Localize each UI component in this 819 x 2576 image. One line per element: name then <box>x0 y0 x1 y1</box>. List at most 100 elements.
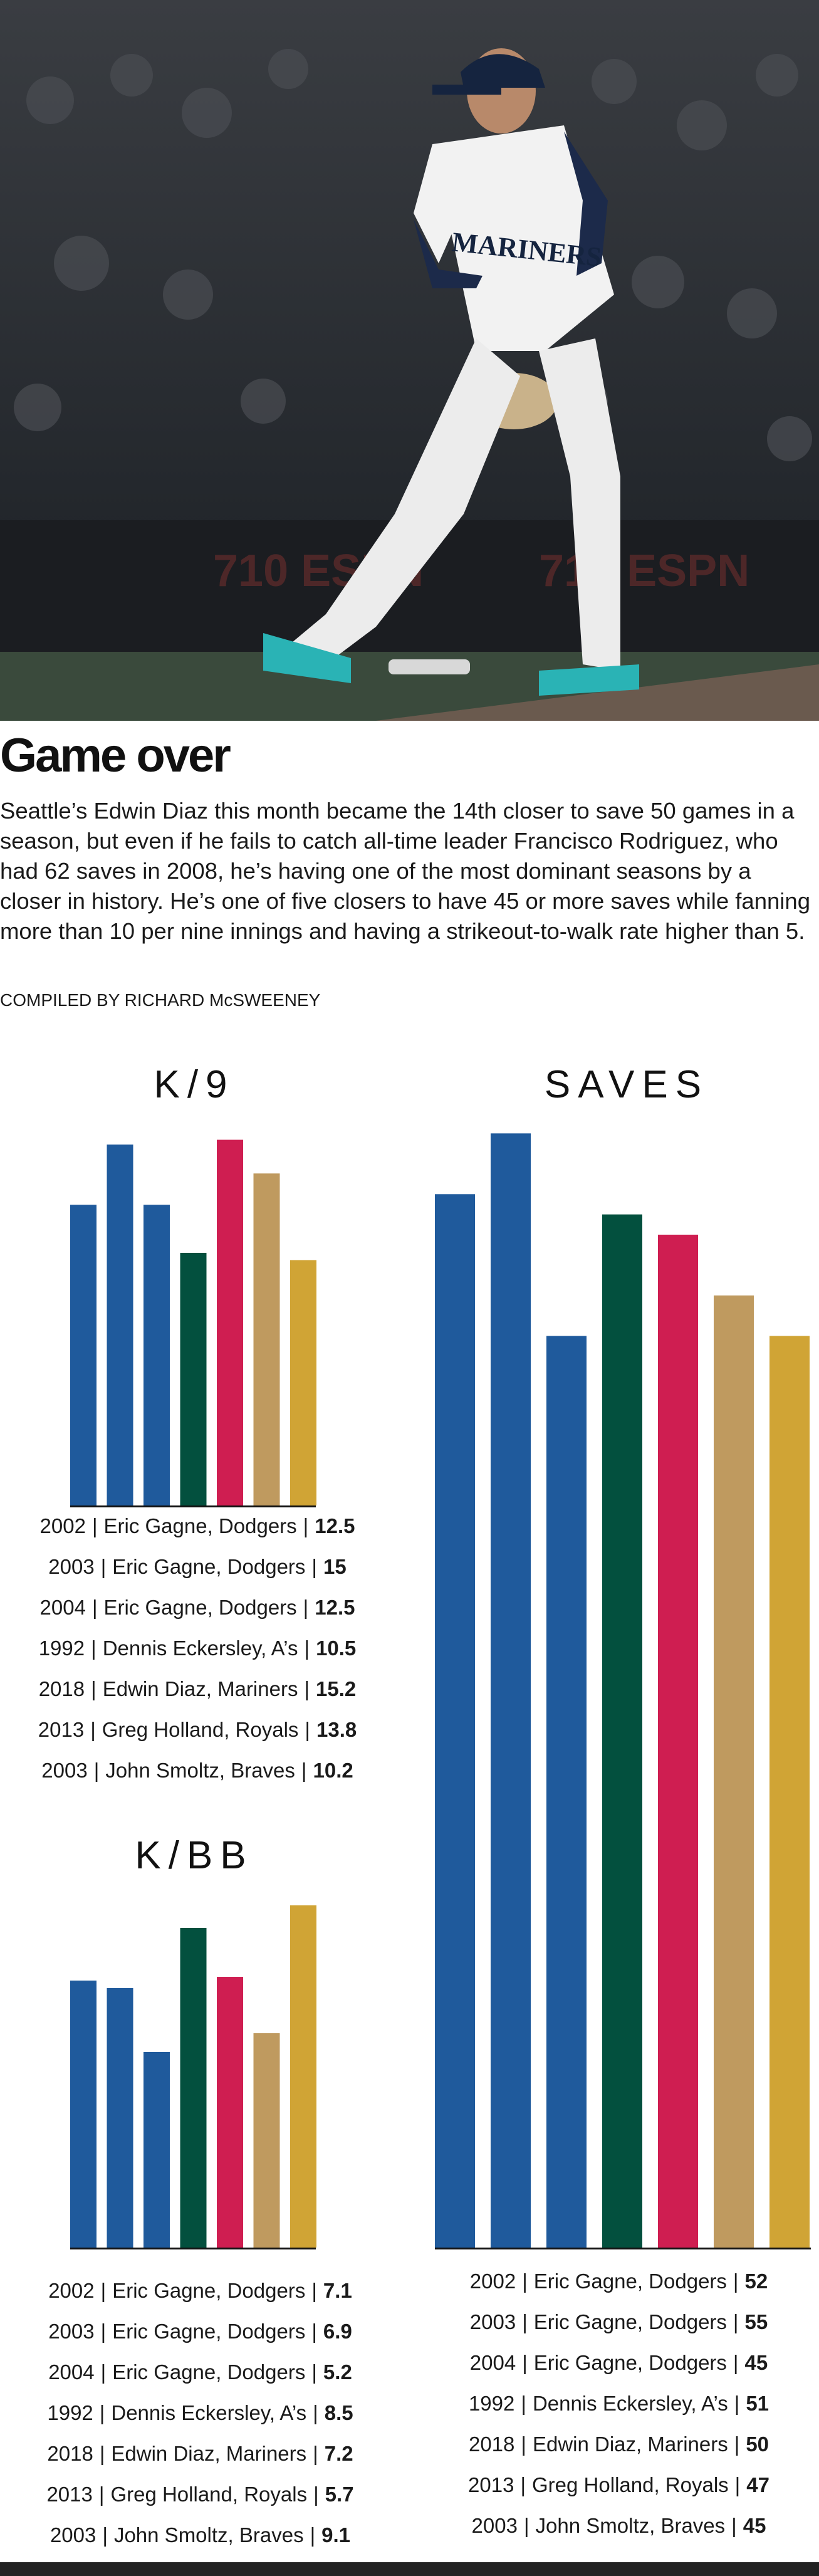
legend-value: 15.2 <box>316 1677 357 1700</box>
legend-row-kbb: 2018 | Edwin Diaz, Mariners | 7.2 <box>20 2441 380 2466</box>
legend-separator: | <box>522 2351 528 2374</box>
legend-separator: | <box>99 2442 105 2465</box>
legend-name: Eric Gagne, Dodgers <box>533 2310 727 2333</box>
bar-saves-5 <box>658 1234 698 2248</box>
legend-year: 2003 <box>48 2320 95 2343</box>
credit-line: COMPILED BY RICHARD McSWEENEY <box>0 990 321 1010</box>
bar-kbb-2 <box>107 1988 133 2248</box>
legend-value: 51 <box>746 2392 769 2415</box>
legend-value: 47 <box>746 2473 769 2496</box>
legend-year: 2013 <box>38 1718 85 1741</box>
legend-name: Edwin Diaz, Mariners <box>111 2442 307 2465</box>
legend-separator: | <box>102 2523 108 2547</box>
bar-saves-2 <box>491 1133 531 2248</box>
legend-year: 2003 <box>48 1555 95 1578</box>
legend-value: 13.8 <box>316 1718 357 1741</box>
legend-year: 2003 <box>471 2514 518 2537</box>
legend-separator: | <box>303 1514 309 1537</box>
intro-paragraph: Seattle’s Edwin Diaz this month became t… <box>0 798 811 944</box>
pitching-rubber <box>389 659 470 674</box>
legend-value: 12.5 <box>315 1514 355 1537</box>
legend-name: Eric Gagne, Dodgers <box>112 2320 306 2343</box>
legend-name: Eric Gagne, Dodgers <box>533 2351 727 2374</box>
legend-separator: | <box>313 2401 318 2424</box>
bar-k9-1 <box>70 1205 97 1505</box>
legend-year: 2003 <box>41 1759 88 1782</box>
wall-ad-right: 710 ESPN <box>539 546 749 596</box>
legend-separator: | <box>733 2270 739 2293</box>
footer-bar <box>0 2562 819 2576</box>
legend-separator: | <box>91 1596 98 1619</box>
legend-separator: | <box>731 2514 737 2537</box>
legend-row-saves: 2002 | Eric Gagne, Dodgers | 52 <box>439 2269 799 2294</box>
legend-year: 2002 <box>39 1514 86 1537</box>
legend-separator: | <box>521 2432 526 2456</box>
legend-separator: | <box>98 2483 105 2506</box>
bar-kbb-6 <box>253 2033 280 2248</box>
legend-separator: | <box>734 2432 740 2456</box>
legend-separator: | <box>99 2401 105 2424</box>
pitcher-figure: MARINERS <box>263 48 639 696</box>
legend-separator: | <box>520 2473 526 2496</box>
legend-year: 2004 <box>39 1596 86 1619</box>
legend-separator: | <box>310 2523 316 2547</box>
legend-name: Dennis Eckersley, A’s <box>111 2401 307 2424</box>
legend-separator: | <box>100 1555 107 1578</box>
legend-year: 2013 <box>468 2473 514 2496</box>
legend-row-kbb: 1992 | Dennis Eckersley, A’s | 8.5 <box>20 2401 380 2426</box>
legend-separator: | <box>100 2279 107 2302</box>
legend-separator: | <box>91 1514 98 1537</box>
legend-row-k9: 1992 | Dennis Eckersley, A’s | 10.5 <box>13 1636 382 1661</box>
legend-year: 2004 <box>469 2351 516 2374</box>
legend-row-kbb: 2003 | Eric Gagne, Dodgers | 6.9 <box>20 2319 380 2344</box>
bar-kbb-3 <box>143 2052 170 2248</box>
legend-row-saves: 2003 | John Smoltz, Braves | 45 <box>439 2513 799 2538</box>
legend-row-kbb: 2003 | John Smoltz, Braves | 9.1 <box>20 2523 380 2548</box>
legend-separator: | <box>313 2483 319 2506</box>
legend-name: Eric Gagne, Dodgers <box>533 2270 727 2293</box>
legend-year: 2018 <box>47 2442 93 2465</box>
crowd-figures <box>14 49 812 461</box>
legend-row-saves: 2003 | Eric Gagne, Dodgers | 55 <box>439 2310 799 2335</box>
legend-value: 6.9 <box>323 2320 352 2343</box>
legend-row-k9: 2004 | Eric Gagne, Dodgers | 12.5 <box>13 1595 382 1620</box>
bar-k9-6 <box>253 1173 280 1505</box>
legend-year: 1992 <box>38 1636 85 1660</box>
legend-name: Eric Gagne, Dodgers <box>112 1555 306 1578</box>
legend-year: 1992 <box>468 2392 515 2415</box>
legend-separator: | <box>521 2392 526 2415</box>
legend-value: 7.1 <box>323 2279 352 2302</box>
legend-value: 10.2 <box>313 1759 353 1782</box>
legend-separator: | <box>733 2310 739 2333</box>
legend-year: 2013 <box>46 2483 93 2506</box>
legend-row-kbb: 2002 | Eric Gagne, Dodgers | 7.1 <box>20 2278 380 2303</box>
legend-separator: | <box>100 2360 107 2384</box>
legend-row-k9: 2002 | Eric Gagne, Dodgers | 12.5 <box>13 1514 382 1539</box>
legend-separator: | <box>523 2514 529 2537</box>
legend-name: Dennis Eckersley, A’s <box>532 2392 728 2415</box>
bar-k9-4 <box>180 1252 207 1505</box>
bar-kbb-1 <box>70 1981 97 2248</box>
legend-value: 45 <box>744 2351 768 2374</box>
legend-row-k9: 2003 | Eric Gagne, Dodgers | 15 <box>13 1554 382 1579</box>
legend-name: Greg Holland, Royals <box>102 1718 299 1741</box>
legend-separator: | <box>303 1596 309 1619</box>
legend-value: 7.2 <box>324 2442 353 2465</box>
legend-separator: | <box>734 2473 741 2496</box>
chart-title-k9: K/9 <box>154 1063 235 1106</box>
bar-k9-2 <box>107 1144 133 1505</box>
legend-value: 52 <box>744 2270 768 2293</box>
legend-name: Eric Gagne, Dodgers <box>103 1514 297 1537</box>
chart-title-kbb: K/BB <box>135 1834 254 1877</box>
legend-separator: | <box>304 1677 310 1700</box>
bar-kbb-7 <box>290 1905 316 2248</box>
legend-separator: | <box>301 1759 307 1782</box>
bar-k9-7 <box>290 1260 316 1505</box>
legend-name: John Smoltz, Braves <box>535 2514 726 2537</box>
legend-separator: | <box>311 2279 317 2302</box>
legend-row-kbb: 2013 | Greg Holland, Royals | 5.7 <box>20 2482 380 2507</box>
legend-year: 2018 <box>38 1677 85 1700</box>
legend-year: 2002 <box>469 2270 516 2293</box>
legend-row-k9: 2018 | Edwin Diaz, Mariners | 15.2 <box>13 1677 382 1702</box>
legend-separator: | <box>313 2442 318 2465</box>
